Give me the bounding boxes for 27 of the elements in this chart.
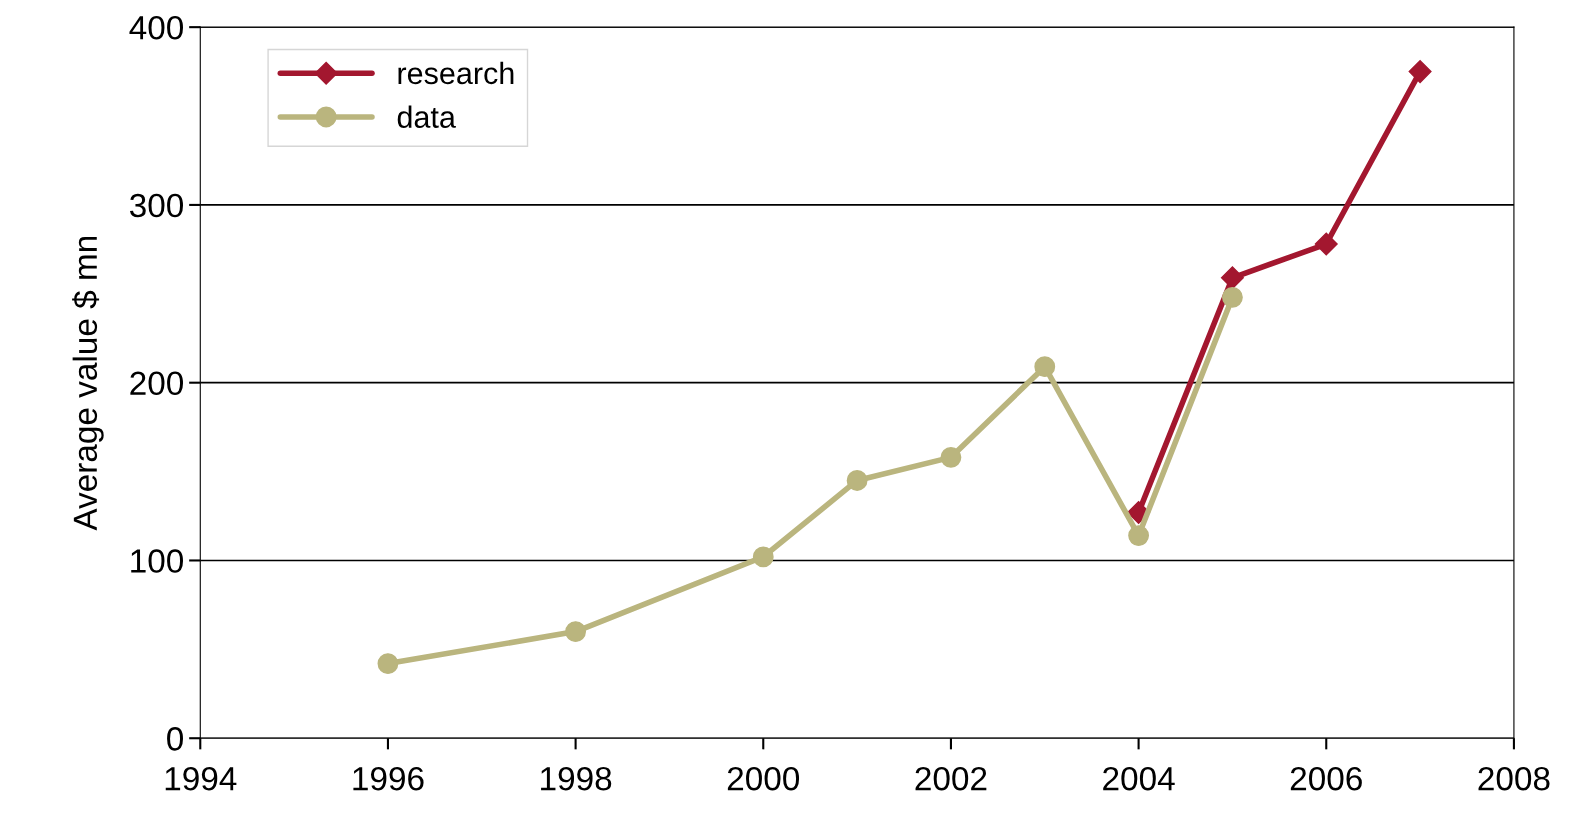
point: [1220, 266, 1244, 290]
point: [1128, 525, 1150, 546]
y-tick-label: 300: [129, 193, 184, 218]
x-tick-label: 1998: [541, 766, 612, 791]
x-tick-label: 2008: [1478, 766, 1550, 791]
x-tick-label: 2006: [1290, 766, 1362, 791]
x-tick-label: 2002: [915, 766, 987, 791]
point: [1314, 232, 1338, 256]
point: [752, 546, 774, 568]
y-tick-label: 400: [129, 15, 184, 40]
point: [1222, 286, 1243, 308]
y-axis-title: Average value $ mn: [72, 236, 104, 531]
point: [940, 446, 962, 468]
point: [565, 621, 587, 642]
legend-label: data: [397, 105, 456, 128]
y-tick-label: 100: [131, 549, 184, 573]
x-tick-label: 1994: [165, 766, 237, 791]
x-tick-label: 2004: [1103, 766, 1175, 791]
point: [377, 653, 399, 674]
point: [1408, 60, 1432, 84]
point: [846, 470, 868, 491]
y-tick-label: 0: [167, 727, 183, 751]
legend-label: research: [398, 61, 514, 85]
point: [1034, 356, 1056, 378]
x-tick-label: 1996: [353, 766, 424, 791]
y-tick-label: 200: [130, 371, 184, 396]
x-tick-label: 2000: [727, 766, 800, 791]
